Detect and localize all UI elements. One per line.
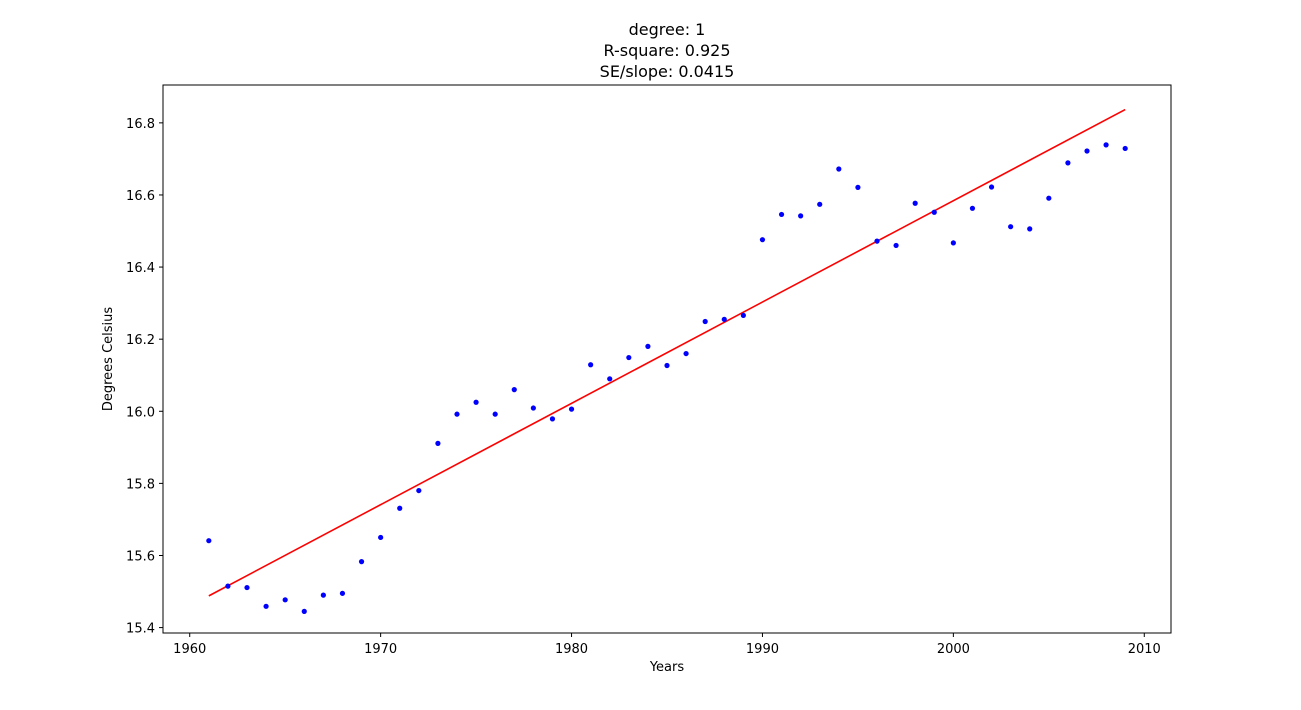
data-point: [1027, 226, 1033, 232]
y-axis-label: Degrees Celsius: [101, 307, 116, 412]
data-point: [740, 312, 746, 318]
data-point: [511, 387, 517, 393]
data-point: [473, 399, 479, 405]
data-point: [874, 238, 880, 244]
data-point: [244, 584, 250, 591]
data-point: [759, 237, 766, 243]
data-point: [263, 603, 269, 609]
data-point: [301, 608, 307, 614]
data-point: [912, 200, 918, 206]
y-tick-label: 16.2: [126, 333, 155, 348]
data-point: [397, 505, 403, 511]
data-point: [1008, 224, 1014, 230]
title-line-r-square: R-square: 0.925: [603, 41, 730, 60]
data-point: [358, 559, 365, 565]
x-tick-label: 1960: [173, 642, 206, 657]
data-point: [206, 538, 212, 544]
data-point: [435, 440, 441, 446]
data-point: [607, 376, 613, 382]
x-tick-label: 1970: [364, 642, 397, 657]
data-point: [950, 240, 956, 246]
data-point: [664, 362, 670, 369]
data-point: [836, 166, 842, 172]
y-tick-label: 15.4: [126, 622, 155, 637]
data-point: [454, 411, 460, 417]
data-point: [683, 350, 689, 357]
x-tick-label: 2000: [937, 642, 970, 657]
y-tick-label: 15.6: [126, 549, 155, 564]
data-point: [969, 205, 976, 211]
x-tick-label: 1980: [555, 642, 588, 657]
data-point: [1084, 148, 1090, 154]
data-point: [530, 405, 536, 411]
data-point: [588, 362, 594, 368]
data-point: [931, 209, 937, 215]
axis-ticks: 1960 1970 1980 1990 2000 2010 15.4 15.6 15.8 16.0…: [126, 117, 1161, 657]
title-line-degree: degree: 1: [629, 20, 706, 39]
y-tick-label: 16.8: [126, 117, 155, 132]
fit-line: [208, 108, 1126, 597]
chart-marks: [206, 108, 1128, 614]
title-line-se-slope: SE/slope: 0.0415: [600, 62, 735, 81]
data-point: [320, 592, 326, 598]
data-point: [855, 184, 861, 190]
data-point: [416, 487, 422, 494]
data-point: [1103, 142, 1109, 148]
y-tick-label: 16.4: [126, 261, 155, 276]
data-point: [988, 184, 995, 190]
y-tick-label: 16.0: [126, 405, 155, 420]
data-point: [225, 583, 231, 589]
data-point: [568, 406, 575, 412]
data-point: [798, 213, 804, 219]
data-point: [1122, 145, 1128, 152]
data-point: [378, 534, 384, 541]
data-point: [645, 343, 651, 349]
data-point: [702, 318, 708, 325]
y-tick-label: 15.8: [126, 477, 155, 492]
data-point: [282, 597, 288, 603]
data-point: [721, 316, 727, 322]
data-point: [1065, 160, 1071, 166]
data-point: [549, 416, 556, 422]
x-axis-label: Years: [649, 660, 685, 675]
data-point: [626, 354, 632, 361]
x-tick-label: 2010: [1128, 642, 1161, 657]
data-point: [778, 211, 785, 218]
chart-title: degree: 1 R-square: 0.925 SE/slope: 0.04…: [600, 20, 735, 81]
data-point: [893, 242, 899, 249]
y-tick-label: 16.6: [126, 189, 155, 204]
plot-area-frame: [162, 84, 1172, 634]
data-point: [339, 590, 346, 596]
data-point: [492, 411, 498, 417]
data-point: [1046, 195, 1052, 201]
data-point: [817, 201, 823, 207]
x-tick-label: 1990: [746, 642, 779, 657]
